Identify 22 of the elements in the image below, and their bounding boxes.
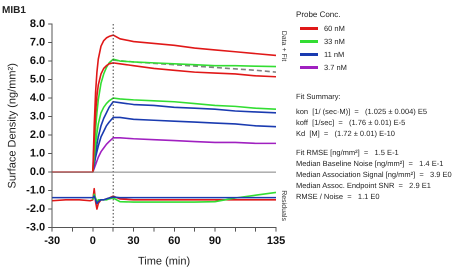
- y-tick-label: 5.0: [30, 74, 46, 86]
- y-axis-title: Surface Density (ng/mm²): [6, 63, 19, 188]
- y-tick-label: 0.0: [30, 166, 46, 178]
- y-tick-label: 4.0: [30, 92, 46, 104]
- y-tick-label: 6.0: [30, 55, 46, 68]
- x-tick-label: 0: [90, 235, 96, 248]
- x-axis-title: Time (min): [138, 255, 190, 268]
- x-tick-label: 90: [208, 235, 222, 248]
- x-tick-label: -30: [44, 235, 60, 248]
- x-tick-label: 60: [168, 235, 180, 248]
- x-tick-label: 30: [127, 235, 140, 248]
- y-tick-label: -1.0: [26, 184, 46, 197]
- y-tick-label: -3.0: [26, 222, 46, 234]
- y-tick-label: 2.0: [30, 129, 46, 142]
- y-tick-label: 1.0: [30, 148, 46, 160]
- y-tick-label: 7.0: [30, 36, 46, 49]
- chart-title: MIB1: [2, 4, 26, 16]
- y-tick-label: 8.0: [30, 18, 46, 30]
- y-tick-label: -2.0: [26, 203, 46, 216]
- legend-title: Probe Conc.: [296, 10, 342, 19]
- x-tick-label: 135: [266, 235, 286, 248]
- y-tick-label: 3.0: [30, 110, 46, 123]
